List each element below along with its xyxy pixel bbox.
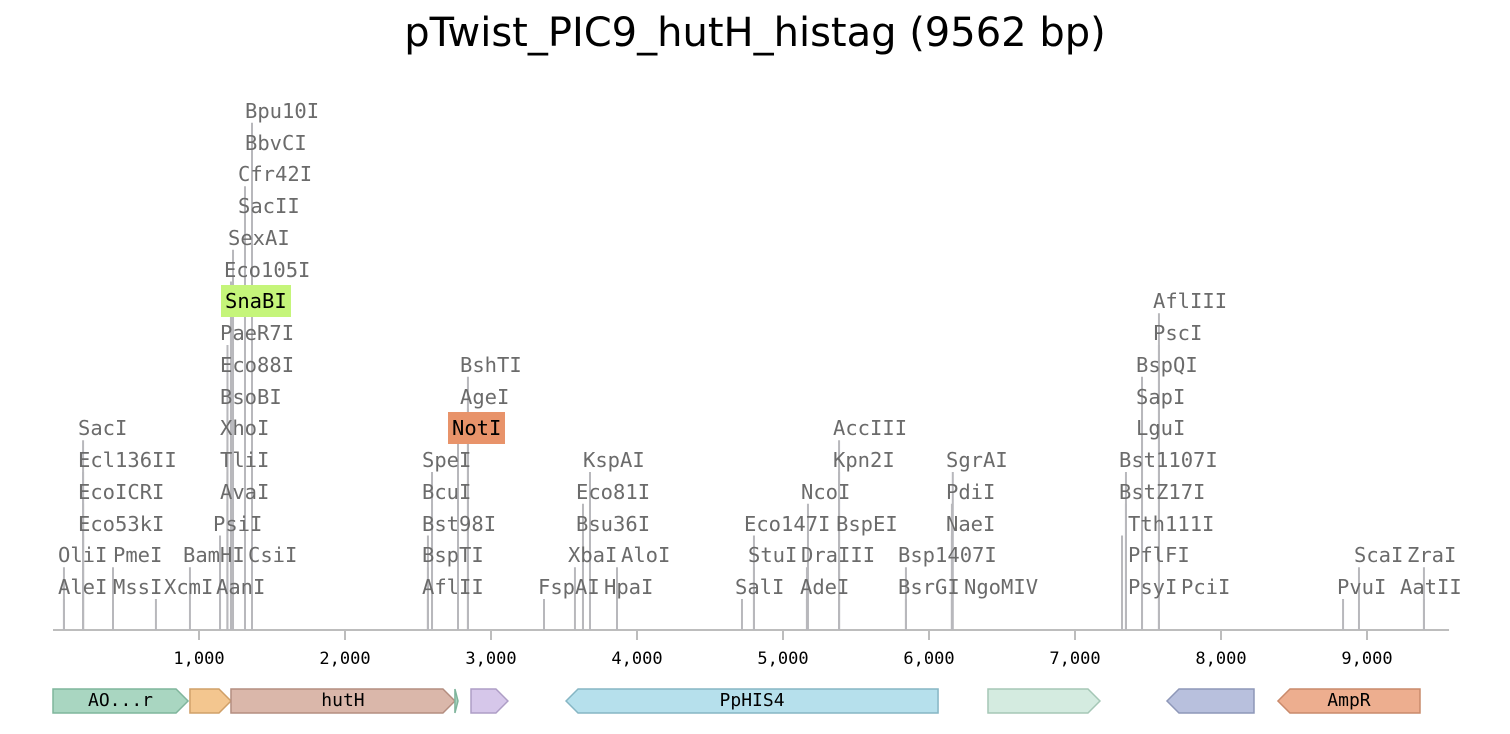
feature-ampr[interactable]	[1276, 688, 1421, 714]
enzyme-label-sali[interactable]: SalI	[735, 575, 785, 599]
enzyme-label-alei[interactable]: AleI	[58, 575, 108, 599]
feature-unlabeled-7[interactable]	[1165, 688, 1255, 714]
enzyme-label-pvui[interactable]: PvuI	[1337, 575, 1387, 599]
enzyme-label-xcmi[interactable]: XcmI	[164, 575, 214, 599]
enzyme-label-bbvci[interactable]: BbvCI	[245, 130, 307, 155]
enzyme-label-psyi[interactable]: PsyI	[1128, 575, 1178, 599]
enzyme-label-bsrgi[interactable]: BsrGI	[898, 575, 960, 599]
feature-pphis4[interactable]	[564, 688, 939, 714]
axis-tick-label: 4,000	[611, 649, 663, 669]
enzyme-label-eco53ki[interactable]: Eco53kI	[78, 511, 165, 536]
enzyme-label-tlii[interactable]: TliI	[220, 448, 270, 472]
enzyme-label-noti[interactable]: NotI	[448, 412, 506, 445]
feature-ao-r[interactable]	[52, 688, 190, 714]
enzyme-label-sexai[interactable]: SexAI	[228, 225, 290, 250]
feature-huth[interactable]	[230, 688, 456, 714]
enzyme-label-eco88i[interactable]: Eco88I	[220, 352, 295, 377]
enzyme-label-sapi[interactable]: SapI	[1136, 384, 1186, 409]
enzyme-label-bsu36i[interactable]: Bsu36I	[576, 511, 651, 536]
feature-unlabeled-3[interactable]	[454, 688, 459, 714]
enzyme-label-adei[interactable]: AdeI	[800, 575, 850, 599]
enzyme-label-cfr42i[interactable]: Cfr42I	[238, 162, 313, 187]
enzyme-label-bamhi[interactable]: BamHI	[183, 543, 245, 568]
enzyme-label-mssi[interactable]: MssI	[113, 575, 163, 599]
enzyme-label-sacii[interactable]: SacII	[238, 194, 300, 218]
enzyme-label-pflfi[interactable]: PflFI	[1128, 543, 1190, 568]
axis-tick-label: 6,000	[903, 649, 955, 669]
enzyme-label-scai[interactable]: ScaI	[1354, 543, 1404, 568]
enzyme-label-eco81i[interactable]: Eco81I	[576, 479, 651, 504]
feature-unlabeled-6[interactable]	[987, 688, 1102, 714]
enzyme-label-naei[interactable]: NaeI	[946, 511, 996, 536]
enzyme-label-ngomiv[interactable]: NgoMIV	[964, 575, 1039, 599]
enzyme-label-kspai[interactable]: KspAI	[583, 448, 645, 472]
enzyme-label-bst98i[interactable]: Bst98I	[422, 511, 497, 536]
enzyme-label-aflii[interactable]: AflII	[422, 575, 484, 599]
axis-tick-label: 5,000	[757, 649, 809, 669]
enzyme-label-bst1107i[interactable]: Bst1107I	[1119, 448, 1218, 472]
enzyme-label-bsobi[interactable]: BsoBI	[220, 384, 282, 409]
enzyme-label-pmei[interactable]: PmeI	[113, 543, 163, 568]
feature-unlabeled-1[interactable]	[189, 688, 233, 714]
enzyme-label-ecoicri[interactable]: EcoICRI	[78, 479, 165, 504]
enzyme-label-aatii[interactable]: AatII	[1400, 575, 1462, 599]
enzyme-label-bspti[interactable]: BspTI	[422, 543, 484, 568]
enzyme-label-aloi[interactable]: AloI	[621, 543, 671, 568]
enzyme-label-bstz17i[interactable]: BstZ17I	[1119, 479, 1206, 504]
enzyme-label-olii[interactable]: OliI	[58, 543, 108, 568]
enzyme-label-eco147i[interactable]: Eco147I	[744, 511, 831, 536]
enzyme-label-avai[interactable]: AvaI	[220, 479, 270, 504]
enzyme-label-acciii[interactable]: AccIII	[833, 416, 908, 441]
feature-unlabeled-4[interactable]	[470, 688, 509, 714]
enzyme-label-draiii[interactable]: DraIII	[801, 543, 876, 568]
enzyme-label-paer7i[interactable]: PaeR7I	[220, 321, 295, 345]
axis-tick-label: 3,000	[465, 649, 517, 669]
enzyme-label-aani[interactable]: AanI	[216, 575, 266, 599]
enzyme-label-kpn2i[interactable]: Kpn2I	[833, 448, 895, 472]
enzyme-label-tth111i[interactable]: Tth111I	[1128, 511, 1215, 536]
map-title: pTwist_PIC9_hutH_histag (9562 bp)	[404, 10, 1106, 56]
enzyme-label-zrai[interactable]: ZraI	[1407, 543, 1457, 568]
enzyme-label-bsp1407i[interactable]: Bsp1407I	[898, 543, 997, 568]
enzyme-label-bspqi[interactable]: BspQI	[1136, 352, 1198, 377]
enzyme-label-psii[interactable]: PsiI	[213, 511, 263, 536]
enzyme-label-bshti[interactable]: BshTI	[460, 352, 522, 377]
enzyme-label-afliii[interactable]: AflIII	[1153, 289, 1228, 314]
enzyme-label-bpu10i[interactable]: Bpu10I	[245, 98, 320, 123]
enzyme-label-xhoi[interactable]: XhoI	[220, 416, 270, 441]
enzyme-label-bspei[interactable]: BspEI	[836, 511, 898, 536]
enzyme-label-ecl136ii[interactable]: Ecl136II	[78, 448, 177, 472]
enzyme-label-xbai[interactable]: XbaI	[568, 543, 618, 568]
axis-tick-label: 7,000	[1049, 649, 1101, 669]
enzyme-label-csii[interactable]: CsiI	[248, 543, 298, 568]
axis-tick-label: 2,000	[319, 649, 371, 669]
enzyme-label-pcii[interactable]: PciI	[1181, 575, 1231, 599]
enzyme-label-bcui[interactable]: BcuI	[422, 479, 472, 504]
axis-tick-label: 9,000	[1341, 649, 1393, 669]
enzyme-label-hpai[interactable]: HpaI	[604, 575, 654, 599]
enzyme-label-spei[interactable]: SpeI	[422, 448, 472, 472]
enzyme-label-pdii[interactable]: PdiI	[946, 479, 996, 504]
enzyme-label-psci[interactable]: PscI	[1153, 321, 1203, 345]
enzyme-label-sgrai[interactable]: SgrAI	[946, 448, 1008, 472]
axis-tick-label: 1,000	[173, 649, 225, 669]
axis-tick-label: 8,000	[1195, 649, 1247, 669]
enzyme-label-saci[interactable]: SacI	[78, 416, 128, 441]
enzyme-label-ncoi[interactable]: NcoI	[801, 479, 851, 504]
enzyme-label-fspai[interactable]: FspAI	[538, 575, 600, 599]
enzyme-label-stui[interactable]: StuI	[748, 543, 798, 568]
enzyme-label-eco105i[interactable]: Eco105I	[224, 257, 311, 282]
enzyme-label-agei[interactable]: AgeI	[460, 384, 510, 409]
enzyme-label-snabi[interactable]: SnaBI	[221, 285, 291, 318]
enzyme-label-lgui[interactable]: LguI	[1136, 416, 1186, 441]
